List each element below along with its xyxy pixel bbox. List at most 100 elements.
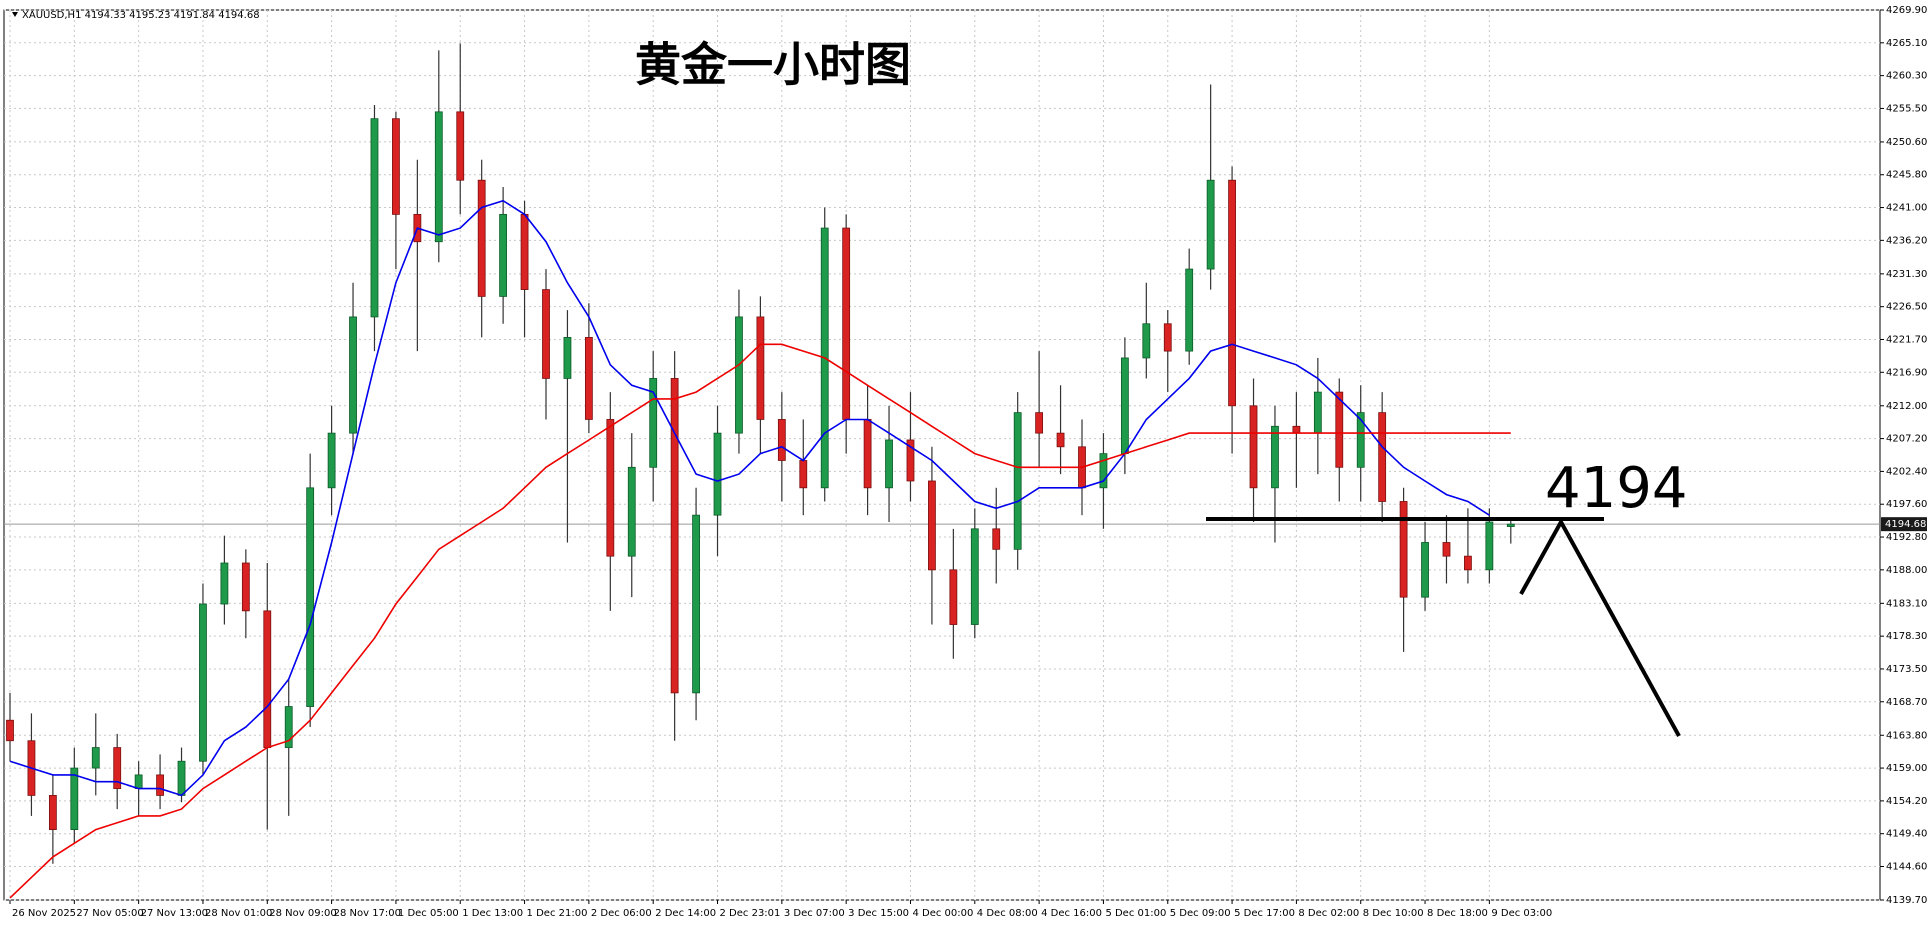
candle-body bbox=[1206, 179, 1215, 270]
y-tick-label: 4173.50 bbox=[1886, 664, 1927, 675]
symbol-header: XAUUSD,H1 4194.33 4195.23 4191.84 4194.6… bbox=[22, 10, 260, 21]
candle-body bbox=[177, 760, 186, 796]
y-tick-label: 4168.70 bbox=[1886, 697, 1927, 708]
x-tick-label: 28 Nov 01:00 bbox=[205, 908, 272, 919]
candle-body bbox=[1442, 542, 1451, 557]
candle-body bbox=[456, 111, 465, 181]
x-tick-label: 5 Dec 09:00 bbox=[1170, 908, 1231, 919]
candle-body bbox=[1142, 323, 1151, 359]
candle-body bbox=[1249, 405, 1258, 489]
current-price-label: 4194.68 bbox=[1885, 519, 1926, 530]
candle-body bbox=[1421, 542, 1429, 598]
moving-average bbox=[9, 343, 1511, 899]
candle-body bbox=[370, 118, 379, 318]
candle-body bbox=[477, 179, 486, 297]
x-tick-label: 27 Nov 05:00 bbox=[76, 908, 143, 919]
y-tick-label: 4183.10 bbox=[1886, 598, 1927, 609]
candle-body bbox=[1056, 432, 1065, 448]
candle-body bbox=[134, 774, 143, 789]
candle-body bbox=[48, 795, 57, 830]
candle-body bbox=[970, 528, 979, 625]
candle-body bbox=[842, 227, 851, 420]
candle-body bbox=[906, 439, 915, 482]
x-tick-label: 9 Dec 03:00 bbox=[1491, 908, 1552, 919]
y-tick-label: 4216.90 bbox=[1886, 367, 1927, 378]
candle-body bbox=[70, 767, 79, 830]
candle-body bbox=[1163, 323, 1172, 352]
y-tick-label: 4149.40 bbox=[1886, 829, 1927, 840]
y-tick-label: 4154.20 bbox=[1886, 796, 1927, 807]
candle-body bbox=[627, 466, 636, 557]
x-tick-label: 2 Dec 23:01 bbox=[720, 908, 781, 919]
candle-body bbox=[327, 432, 336, 489]
chart-title: 黄金一小时图 bbox=[635, 38, 911, 92]
candle-body bbox=[606, 419, 615, 557]
x-tick-label: 27 Nov 13:00 bbox=[141, 908, 208, 919]
candle-body bbox=[220, 562, 229, 605]
candle-body bbox=[1035, 412, 1044, 434]
y-tick-label: 4188.00 bbox=[1886, 565, 1927, 576]
x-tick-label: 5 Dec 01:00 bbox=[1105, 908, 1166, 919]
x-tick-label: 4 Dec 00:00 bbox=[912, 908, 973, 919]
candle-body bbox=[520, 213, 529, 290]
x-tick-label: 1 Dec 21:00 bbox=[527, 908, 588, 919]
y-tick-label: 4250.60 bbox=[1886, 137, 1927, 148]
candle-body bbox=[1485, 521, 1494, 571]
candle-body bbox=[1464, 555, 1472, 571]
candle-body bbox=[1228, 179, 1236, 407]
y-tick-label: 4178.30 bbox=[1886, 631, 1927, 642]
candle-body bbox=[156, 774, 164, 796]
y-tick-label: 4260.30 bbox=[1886, 71, 1927, 82]
candle-body bbox=[241, 562, 250, 612]
candle-body bbox=[992, 528, 1001, 550]
candle-body bbox=[434, 111, 443, 243]
candle-body bbox=[392, 118, 400, 215]
candle-body bbox=[949, 569, 958, 625]
candle-body bbox=[563, 337, 572, 379]
candle-body bbox=[735, 316, 743, 434]
y-tick-label: 4163.80 bbox=[1886, 730, 1927, 741]
y-tick-label: 4226.50 bbox=[1886, 302, 1927, 313]
candle-body bbox=[1271, 425, 1279, 489]
candle-body bbox=[91, 747, 100, 769]
y-tick-label: 4221.70 bbox=[1886, 334, 1927, 345]
x-tick-label: 26 Nov 2025 bbox=[12, 908, 76, 919]
x-tick-label: 3 Dec 07:00 bbox=[784, 908, 845, 919]
y-tick-label: 4269.90 bbox=[1886, 5, 1927, 16]
plot-area bbox=[4, 9, 1880, 901]
candle-body bbox=[1506, 523, 1515, 527]
y-tick-label: 4144.60 bbox=[1886, 862, 1927, 873]
candle-body bbox=[284, 706, 293, 748]
candle-body bbox=[863, 419, 872, 489]
candle-body bbox=[885, 439, 893, 489]
candle-body bbox=[799, 460, 808, 489]
candle-body bbox=[306, 487, 315, 707]
candle-body bbox=[1356, 412, 1365, 468]
y-tick-label: 4212.00 bbox=[1886, 401, 1927, 412]
x-tick-label: 1 Dec 05:00 bbox=[398, 908, 459, 919]
y-tick-label: 4139.70 bbox=[1886, 895, 1927, 906]
x-tick-label: 4 Dec 08:00 bbox=[977, 908, 1038, 919]
projection-arrow bbox=[1519, 517, 1681, 737]
x-tick-label: 3 Dec 15:00 bbox=[848, 908, 909, 919]
y-tick-label: 4265.10 bbox=[1886, 38, 1927, 49]
y-tick-label: 4255.50 bbox=[1886, 103, 1927, 114]
x-tick-label: 2 Dec 06:00 bbox=[591, 908, 652, 919]
candle-body bbox=[263, 610, 272, 748]
candle-body bbox=[1099, 453, 1108, 489]
x-tick-label: 4 Dec 16:00 bbox=[1041, 908, 1102, 919]
candle-body bbox=[692, 514, 700, 694]
candle-body bbox=[777, 419, 786, 461]
x-tick-label: 5 Dec 17:00 bbox=[1234, 908, 1295, 919]
y-tick-label: 4202.40 bbox=[1886, 466, 1927, 477]
candle-body bbox=[1399, 501, 1408, 598]
candle-body bbox=[6, 719, 14, 742]
y-tick-label: 4159.00 bbox=[1886, 763, 1927, 774]
x-tick-label: 8 Dec 02:00 bbox=[1298, 908, 1359, 919]
candle-body bbox=[1335, 391, 1344, 468]
candle-body bbox=[1313, 391, 1322, 434]
candle-body bbox=[670, 378, 679, 694]
x-tick-label: 28 Nov 09:00 bbox=[269, 908, 336, 919]
